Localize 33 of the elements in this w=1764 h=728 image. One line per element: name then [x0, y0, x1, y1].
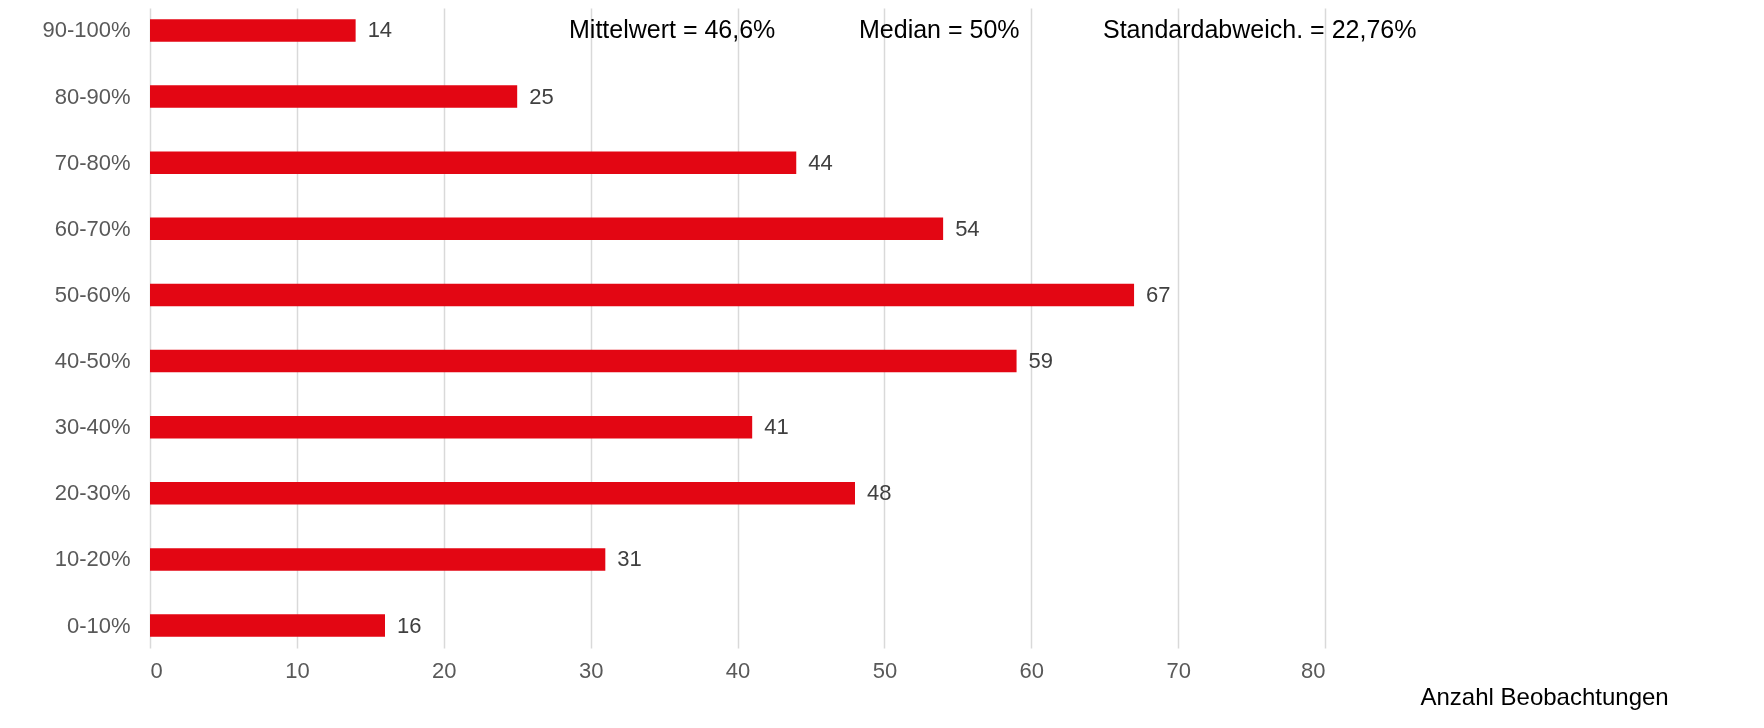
- data-label: 31: [617, 546, 642, 572]
- y-tick-label: 40-50%: [54, 348, 131, 374]
- y-tick-label: 0-10%: [66, 612, 131, 638]
- y-tick-label: 10-20%: [54, 546, 131, 572]
- annotation: Mittelwert = 46,6%: [569, 15, 776, 43]
- data-label: 16: [397, 612, 422, 638]
- annotation: Median = 50%: [859, 15, 1020, 43]
- data-label: 54: [955, 215, 980, 241]
- y-tick-label: 50-60%: [54, 281, 131, 307]
- annotation: Standardabweich. = 22,76%: [1103, 15, 1417, 43]
- y-tick-label: 70-80%: [54, 149, 131, 175]
- data-label: 14: [367, 17, 393, 43]
- x-tick-label: 10: [285, 657, 310, 683]
- y-tick-label: 20-30%: [54, 480, 131, 506]
- x-tick-label: 20: [432, 657, 457, 683]
- x-tick-label: 0: [150, 657, 163, 683]
- x-axis-title: Anzahl Beobachtungen: [1420, 682, 1669, 710]
- y-tick-label: 30-40%: [54, 414, 131, 440]
- data-label: 48: [867, 480, 892, 506]
- data-label: 41: [764, 414, 789, 440]
- x-tick-label: 40: [725, 657, 751, 683]
- data-label: 44: [808, 149, 833, 175]
- x-tick-label: 50: [872, 657, 898, 683]
- data-label: 67: [1146, 281, 1171, 307]
- x-tick-label: 70: [1166, 657, 1191, 683]
- data-label: 59: [1028, 348, 1054, 374]
- y-tick-label: 80-90%: [54, 83, 131, 109]
- data-label: 25: [529, 83, 554, 109]
- y-tick-label: 60-70%: [54, 215, 131, 241]
- y-tick-label: 90-100%: [42, 17, 131, 43]
- x-tick-label: 60: [1019, 657, 1044, 683]
- x-tick-label: 30: [578, 657, 604, 683]
- x-tick-label: 80: [1301, 657, 1326, 683]
